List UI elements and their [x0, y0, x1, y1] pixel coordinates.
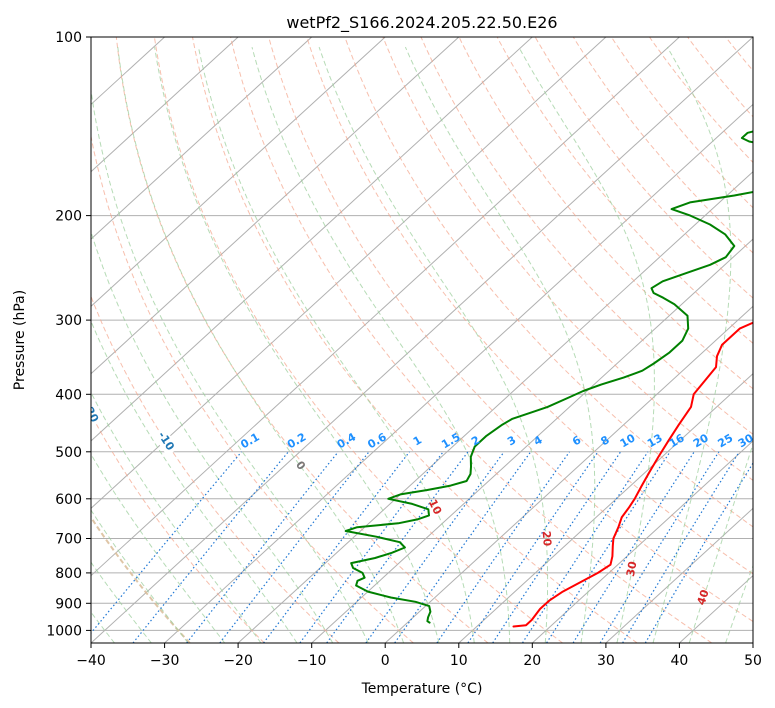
mixing-ratio-label: 30 — [736, 431, 756, 450]
dry-adiabat-line — [91, 515, 191, 643]
isotherm-line — [91, 37, 753, 643]
axis-ticks: −40 −30 −20 −10 0 10 20 30 40 50 100 200 300 400 500 60… — [46, 30, 762, 669]
moist-adiabat-line — [318, 46, 549, 643]
x-tick-label: 20 — [523, 653, 541, 669]
mixing-ratio-line — [467, 451, 599, 643]
plot-frame — [90, 36, 754, 644]
isotherm-line — [91, 37, 533, 442]
moist-adiabat-line — [251, 46, 511, 643]
chart-title: wetPf2_S166.2024.205.22.50.E26 — [286, 13, 557, 33]
moist-adiabat-line — [404, 46, 596, 643]
moist-adiabat-line — [652, 46, 732, 643]
isotherm-line — [531, 440, 753, 643]
isotherm-line — [605, 507, 753, 643]
x-axis-label: Temperature (°C) — [361, 681, 483, 697]
y-tick-label: 800 — [55, 566, 82, 582]
moist-adiabat-line — [91, 230, 334, 643]
y-tick-label: 600 — [55, 492, 82, 508]
dry-adiabat-line — [344, 37, 753, 528]
x-tick-label: 40 — [670, 653, 688, 669]
dry-adiabat-line — [91, 295, 340, 643]
mixing-ratio-line — [91, 451, 242, 634]
x-tick-label: −10 — [297, 653, 327, 669]
y-tick-label: 700 — [55, 532, 82, 548]
isotherm-line — [91, 37, 386, 307]
dry-adiabat-line — [306, 37, 753, 575]
mixing-ratio-line — [219, 451, 370, 643]
mixing-ratio-line — [572, 451, 695, 643]
moist-adiabat-line — [91, 391, 262, 643]
x-tick-label: 0 — [381, 653, 390, 669]
moist-adiabat-line — [91, 87, 369, 643]
x-tick-label: 30 — [597, 653, 615, 669]
y-tick-label: 100 — [55, 30, 82, 46]
moist-adiabat-line — [117, 47, 405, 643]
y-tick-label: 200 — [55, 209, 82, 225]
dry-adiabat-line — [268, 37, 753, 623]
moist-adiabat-label: 20 — [540, 530, 554, 547]
y-tick-label: 400 — [55, 387, 82, 403]
isotherm-line — [91, 37, 313, 240]
dry-adiabat-label-bg — [152, 426, 179, 457]
isotherm-line — [91, 37, 680, 577]
dry-adiabat-line — [458, 37, 753, 390]
grid-layer — [91, 37, 753, 643]
mixing-ratio-line — [365, 451, 505, 643]
mixing-ratio-line — [394, 451, 532, 643]
mixing-ratio-line — [263, 451, 410, 643]
isotherm-line — [384, 305, 753, 643]
moist-adiabat-line — [518, 46, 655, 643]
dry-adiabat-line — [534, 37, 753, 299]
x-tick-label: −30 — [150, 653, 180, 669]
dry-adiabat-line — [649, 37, 753, 164]
temperature-profile-line — [512, 321, 753, 628]
moist-adiabat-label: 40 — [695, 588, 712, 607]
dry-adiabat-line — [230, 37, 713, 643]
mixing-ratio-line — [186, 451, 339, 643]
x-tick-label: 50 — [744, 653, 762, 669]
moist-adiabat-label: 30 — [624, 560, 640, 578]
mixing-ratio-line — [622, 451, 740, 643]
y-tick-label: 300 — [55, 313, 82, 329]
y-tick-label: 900 — [55, 596, 82, 612]
isotherm-line — [91, 37, 607, 510]
mixing-ratio-line — [132, 451, 289, 643]
dry-adiabat-label: -20 — [80, 401, 101, 425]
isotherm-line — [164, 103, 753, 643]
isotherm-line — [91, 37, 239, 173]
dry-adiabat-line — [420, 37, 753, 435]
x-tick-label: 10 — [450, 653, 468, 669]
dry-adiabat-line — [192, 37, 638, 643]
isotherm-line — [458, 373, 753, 643]
dry-adiabat-line — [382, 37, 753, 481]
y-tick-label: 500 — [55, 445, 82, 461]
isotherm-line — [91, 37, 460, 375]
dry-adiabat-line — [496, 37, 753, 344]
moist-adiabat-line — [91, 453, 226, 643]
dry-adiabat-label-bg — [91, 398, 103, 428]
moist-adiabat-label: 10 — [426, 497, 445, 517]
moist-adiabat-line — [91, 320, 298, 643]
y-axis-label: Pressure (hPa) — [12, 290, 28, 390]
mixing-ratio-line — [644, 461, 753, 643]
x-tick-label: −20 — [223, 653, 253, 669]
mixing-ratio-line — [546, 451, 671, 643]
dry-adiabat-line — [610, 37, 753, 209]
dewpoint-profile-line — [344, 130, 753, 624]
mixing-ratio-line — [599, 451, 720, 643]
x-tick-label: −40 — [76, 653, 106, 669]
y-tick-label: 1000 — [46, 623, 82, 639]
series-layer — [344, 130, 753, 628]
